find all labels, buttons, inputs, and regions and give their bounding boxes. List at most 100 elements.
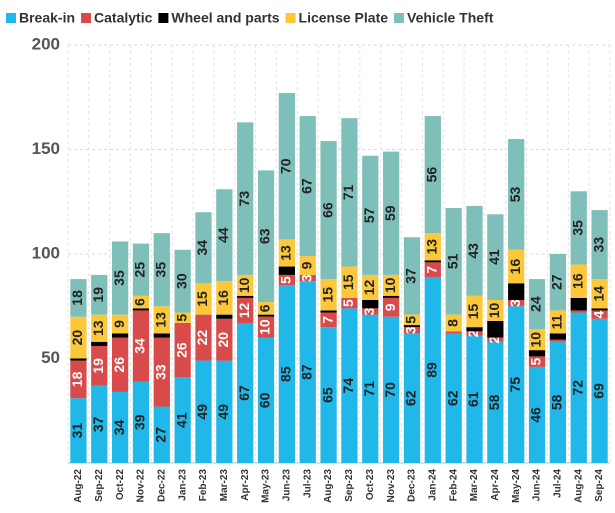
data-label: 49: [215, 404, 231, 420]
data-label: 25: [132, 262, 148, 278]
bar-segment: [508, 299, 525, 307]
bar-segment: [237, 122, 254, 275]
bar-segment: [299, 274, 316, 282]
data-label: 70: [278, 158, 294, 174]
x-tick-label: Feb-23: [198, 469, 209, 502]
bar-segment: [570, 191, 587, 265]
bar-segment: [320, 327, 337, 463]
bar-segment: [549, 341, 567, 463]
bar-segment: [153, 306, 170, 334]
bar-segment: [508, 139, 525, 250]
legend-swatch: [158, 13, 169, 23]
bar-segment: [487, 299, 504, 321]
bar-segment: [549, 310, 567, 334]
data-label: 10: [486, 302, 502, 318]
data-label: 59: [382, 205, 398, 221]
bar-segment: [466, 205, 483, 296]
bar-segment: [382, 274, 400, 296]
data-label: 75: [507, 377, 523, 393]
x-tick-label: Jan-23: [177, 469, 188, 501]
legend-label: License Plate: [299, 10, 389, 26]
bar-segment: [320, 141, 337, 280]
data-label: 85: [278, 366, 294, 382]
bar-segment: [528, 279, 546, 330]
x-tick-label: Feb-24: [448, 469, 459, 502]
data-label: 61: [465, 391, 481, 407]
legend-swatch: [285, 13, 296, 23]
bar-segment: [132, 381, 150, 463]
bar-segment: [237, 297, 254, 323]
bar-segment: [424, 276, 441, 463]
x-tick-label: Nov-22: [136, 469, 147, 503]
x-tick-label: Sep-22: [94, 469, 105, 502]
data-label: 72: [569, 380, 585, 396]
bar-segment: [70, 358, 87, 361]
bar-segment: [299, 116, 316, 257]
data-label: 20: [69, 330, 85, 346]
x-tick-label: May-24: [511, 469, 522, 503]
bar-segment: [424, 233, 441, 261]
data-label: 34: [194, 240, 210, 256]
data-label: 20: [215, 332, 231, 348]
bar-segment: [445, 333, 462, 463]
bar-segment: [362, 308, 379, 315]
bar-segment: [299, 281, 316, 463]
bar-segment: [257, 314, 275, 317]
data-label: 57: [361, 207, 377, 223]
bar-segment: [237, 322, 254, 463]
data-label: 5: [278, 276, 294, 284]
data-label: 62: [403, 390, 419, 406]
bar-segment: [341, 118, 358, 267]
data-label: 67: [298, 178, 314, 194]
bar-segment: [549, 254, 567, 311]
legend-label: Vehicle Theft: [407, 10, 494, 26]
bar-segment: [424, 260, 441, 263]
data-label: 12: [361, 279, 377, 295]
data-label: 44: [215, 227, 231, 243]
x-tick-label: Sep-24: [594, 469, 605, 502]
bar-segment: [591, 308, 608, 311]
data-label: 41: [173, 412, 189, 428]
data-label: 22: [194, 330, 210, 346]
bar-segment: [174, 322, 191, 378]
bar-segment: [278, 93, 296, 240]
x-tick-label: Aug-23: [323, 469, 334, 503]
bar-segment: [70, 279, 87, 317]
bar-segment: [591, 318, 608, 463]
bar-segment: [403, 237, 421, 315]
data-label: 26: [111, 357, 127, 373]
data-label: 56: [424, 167, 440, 183]
bar-segment: [341, 297, 358, 309]
bar-segment: [487, 337, 504, 342]
bar-segment: [299, 256, 316, 275]
bar-segment: [174, 249, 191, 313]
bar-segment: [257, 337, 275, 463]
data-label: 5: [528, 358, 544, 366]
data-label: 26: [173, 342, 189, 358]
data-label: 49: [194, 404, 210, 420]
bar-segment: [320, 312, 337, 328]
x-tick-label: Oct-22: [115, 469, 126, 501]
bar-segment: [570, 297, 587, 311]
x-tick-label: Oct-23: [365, 469, 376, 501]
data-label: 27: [153, 427, 169, 443]
bar-segment: [195, 283, 212, 315]
data-label: 3: [507, 299, 523, 307]
bar-segment: [195, 360, 212, 463]
bar-segment: [403, 325, 421, 328]
bar-segment: [382, 297, 400, 317]
data-label: 15: [340, 274, 356, 290]
bar-segment: [216, 314, 233, 319]
bar-segment: [216, 318, 233, 361]
data-label: 63: [257, 228, 273, 244]
bar-segment: [466, 295, 483, 328]
data-label: 6: [257, 304, 273, 312]
bar-segment: [362, 155, 379, 275]
bar-segment: [216, 281, 233, 315]
y-tick-label: 150: [32, 139, 60, 158]
bar-segment: [91, 345, 108, 386]
bar-segment: [111, 314, 129, 334]
x-tick-label: Jul-23: [302, 469, 313, 498]
bar-segment: [257, 302, 275, 315]
bar-segment: [174, 312, 191, 323]
